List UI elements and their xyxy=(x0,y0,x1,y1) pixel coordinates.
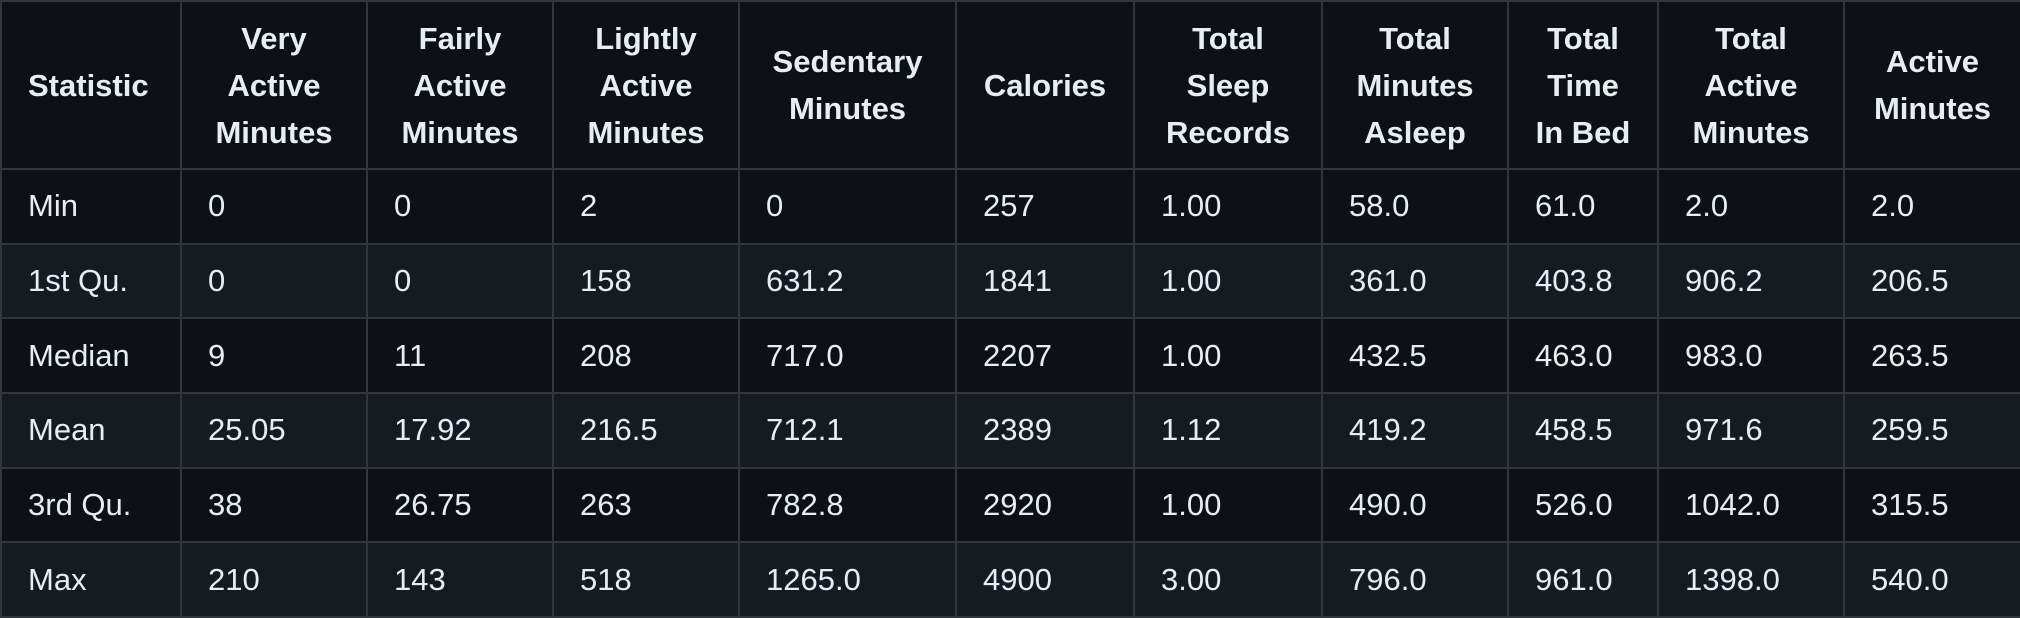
table-header: Statistic Very Active Minutes Fairly Act… xyxy=(0,0,2020,170)
table-cell: 717.0 xyxy=(738,317,957,394)
table-cell: 2 xyxy=(552,168,740,245)
table-cell: 782.8 xyxy=(738,466,957,544)
table-body: Min 0 0 2 0 257 1.00 58.0 61.0 2.0 2.0 1st Qu. 0 0 158… xyxy=(0,168,2020,618)
table-cell: 61.0 xyxy=(1507,168,1659,245)
table-cell: 259.5 xyxy=(1843,391,2020,469)
table-cell: 216.5 xyxy=(552,391,740,469)
table-cell: 158 xyxy=(552,242,740,320)
row-label-cell: 3rd Qu. xyxy=(0,466,182,544)
table-cell: 1841 xyxy=(955,242,1135,320)
table-row: 1st Qu. 0 0 158 631.2 1841 1.00 361.0 403.8 906.2… xyxy=(0,242,2020,320)
table-cell: 17.92 xyxy=(366,391,554,469)
table-cell: 263 xyxy=(552,466,740,544)
table-cell: 712.1 xyxy=(738,391,957,469)
table-cell: 1.00 xyxy=(1133,466,1323,544)
table-cell: 971.6 xyxy=(1657,391,1845,469)
header-cell-total-minutes-asleep: Total Minutes Asleep xyxy=(1321,0,1509,170)
table-cell: 1.00 xyxy=(1133,168,1323,245)
header-cell-total-sleep-records: Total Sleep Records xyxy=(1133,0,1323,170)
table-cell: 906.2 xyxy=(1657,242,1845,320)
table-cell: 526.0 xyxy=(1507,466,1659,544)
table-cell: 257 xyxy=(955,168,1135,245)
table-cell: 458.5 xyxy=(1507,391,1659,469)
table-row: Max 210 143 518 1265.0 4900 3.00 796.0 961.0 1398… xyxy=(0,541,2020,618)
table-cell: 0 xyxy=(366,242,554,320)
header-cell-total-time-in-bed: Total Time In Bed xyxy=(1507,0,1659,170)
row-label-cell: 1st Qu. xyxy=(0,242,182,320)
table-cell: 2920 xyxy=(955,466,1135,544)
table-cell: 403.8 xyxy=(1507,242,1659,320)
table-cell: 0 xyxy=(366,168,554,245)
table-cell: 1.00 xyxy=(1133,317,1323,394)
table-cell: 540.0 xyxy=(1843,541,2020,618)
table-row: Mean 25.05 17.92 216.5 712.1 2389 1.12 419.2 458… xyxy=(0,391,2020,469)
row-label-cell: Median xyxy=(0,317,182,394)
header-cell-very-active-minutes: Very Active Minutes xyxy=(180,0,368,170)
table-cell: 432.5 xyxy=(1321,317,1509,394)
table-cell: 983.0 xyxy=(1657,317,1845,394)
table-cell: 315.5 xyxy=(1843,466,2020,544)
row-label-cell: Min xyxy=(0,168,182,245)
table-cell: 9 xyxy=(180,317,368,394)
table-cell: 143 xyxy=(366,541,554,618)
table-cell: 796.0 xyxy=(1321,541,1509,618)
table-cell: 11 xyxy=(366,317,554,394)
table-cell: 3.00 xyxy=(1133,541,1323,618)
table-cell: 419.2 xyxy=(1321,391,1509,469)
header-cell-lightly-active-minutes: Lightly Active Minutes xyxy=(552,0,740,170)
table-cell: 518 xyxy=(552,541,740,618)
row-label-cell: Max xyxy=(0,541,182,618)
table-row: Min 0 0 2 0 257 1.00 58.0 61.0 2.0 2.0 xyxy=(0,168,2020,245)
table-cell: 1265.0 xyxy=(738,541,957,618)
header-cell-fairly-active-minutes: Fairly Active Minutes xyxy=(366,0,554,170)
table-cell: 25.05 xyxy=(180,391,368,469)
header-cell-active-minutes: Active Minutes xyxy=(1843,0,2020,170)
table-cell: 263.5 xyxy=(1843,317,2020,394)
table-cell: 1398.0 xyxy=(1657,541,1845,618)
table-row: Median 9 11 208 717.0 2207 1.00 432.5 463.0 983.0… xyxy=(0,317,2020,394)
table-cell: 210 xyxy=(180,541,368,618)
table-cell: 26.75 xyxy=(366,466,554,544)
table-cell: 58.0 xyxy=(1321,168,1509,245)
table-cell: 0 xyxy=(738,168,957,245)
header-cell-total-active-minutes: Total Active Minutes xyxy=(1657,0,1845,170)
table-cell: 961.0 xyxy=(1507,541,1659,618)
row-label-cell: Mean xyxy=(0,391,182,469)
header-cell-sedentary-minutes: Sedentary Minutes xyxy=(738,0,957,170)
table-cell: 1.00 xyxy=(1133,242,1323,320)
header-cell-statistic: Statistic xyxy=(0,0,182,170)
header-row: Statistic Very Active Minutes Fairly Act… xyxy=(0,0,2020,170)
table-cell: 206.5 xyxy=(1843,242,2020,320)
table-cell: 1042.0 xyxy=(1657,466,1845,544)
table-cell: 631.2 xyxy=(738,242,957,320)
table-cell: 2.0 xyxy=(1657,168,1845,245)
table-cell: 1.12 xyxy=(1133,391,1323,469)
table-cell: 463.0 xyxy=(1507,317,1659,394)
table-cell: 0 xyxy=(180,168,368,245)
header-cell-calories: Calories xyxy=(955,0,1135,170)
table-cell: 490.0 xyxy=(1321,466,1509,544)
table-cell: 361.0 xyxy=(1321,242,1509,320)
table-cell: 2389 xyxy=(955,391,1135,469)
table-cell: 208 xyxy=(552,317,740,394)
table-cell: 38 xyxy=(180,466,368,544)
table-cell: 0 xyxy=(180,242,368,320)
table-cell: 2.0 xyxy=(1843,168,2020,245)
table-cell: 2207 xyxy=(955,317,1135,394)
table-cell: 4900 xyxy=(955,541,1135,618)
table-row: 3rd Qu. 38 26.75 263 782.8 2920 1.00 490.0 526.0… xyxy=(0,466,2020,544)
